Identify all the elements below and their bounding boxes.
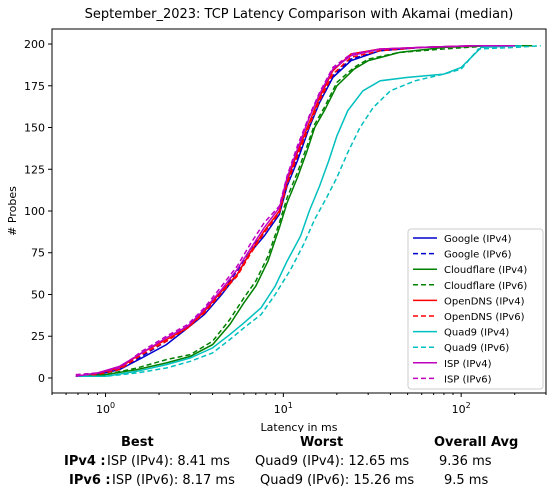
series-line-5	[75, 44, 515, 378]
legend-label-3: Cloudflare (IPv6)	[444, 281, 527, 292]
series-line-8	[75, 44, 515, 378]
worst-header: Worst	[300, 435, 344, 450]
ipv6-best-value: ISP (IPv6): 8.17 ms	[112, 473, 235, 488]
y-tick-label-6: 150	[24, 122, 45, 135]
ipv4-worst-value: Quad9 (IPv4): 12.65 ms	[255, 454, 410, 469]
legend-label-4: OpenDNS (IPv4)	[444, 296, 525, 307]
ipv4-best-value: ISP (IPv4): 8.41 ms	[107, 454, 230, 469]
legend-label-0: Google (IPv4)	[444, 234, 512, 245]
y-tick-label-3: 75	[31, 247, 45, 260]
y-tick-label-8: 200	[24, 38, 45, 51]
best-header: Best	[121, 435, 154, 450]
chart-title: September_2023: TCP Latency Comparison w…	[85, 7, 514, 22]
legend: Google (IPv4) Google (IPv6) Cloudflare (IP…	[407, 228, 544, 390]
x-axis-label: Latency in ms	[261, 421, 338, 432]
ipv4-row-label: IPv4 :	[64, 454, 106, 469]
y-tick-label-1: 25	[31, 330, 45, 343]
y-tick-label-2: 50	[31, 288, 45, 301]
x-tick-label-0: 100	[96, 401, 115, 416]
ipv6-avg-value: 9.5 ms	[444, 473, 489, 488]
x-tick-label-2: 102	[452, 401, 471, 416]
stats-summary: Best Worst Overall Avg IPv4 : ISP (IPv4)…	[0, 432, 555, 494]
x-tick-label-1: 101	[274, 401, 293, 416]
ipv4-avg-value: 9.36 ms	[439, 454, 492, 469]
y-tick-label-4: 100	[24, 205, 45, 218]
y-tick-label-0: 0	[38, 372, 45, 385]
series-line-0	[75, 44, 515, 378]
y-tick-label-7: 175	[24, 80, 45, 93]
latency-chart: September_2023: TCP Latency Comparison w…	[6, 7, 547, 432]
legend-label-6: Quad9 (IPv4)	[444, 328, 509, 339]
ipv6-worst-value: Quad9 (IPv6): 15.26 ms	[260, 473, 415, 488]
avg-header: Overall Avg	[434, 435, 519, 450]
legend-label-2: Cloudflare (IPv4)	[444, 265, 527, 276]
legend-label-7: Quad9 (IPv6)	[444, 343, 509, 354]
series-line-3	[75, 44, 532, 378]
legend-label-9: ISP (IPv6)	[444, 374, 492, 385]
y-tick-label-5: 125	[24, 163, 45, 176]
legend-frame	[407, 228, 544, 390]
series-line-9	[75, 44, 515, 376]
series-line-7	[75, 44, 541, 378]
ipv6-row-label: IPv6 :	[69, 473, 111, 488]
legend-label-1: Google (IPv6)	[444, 250, 512, 261]
legend-label-8: ISP (IPv4)	[444, 359, 492, 370]
y-axis-label: # Probes	[6, 186, 19, 236]
series-line-2	[75, 44, 532, 378]
series-line-6	[75, 44, 523, 378]
legend-label-5: OpenDNS (IPv6)	[444, 312, 525, 323]
